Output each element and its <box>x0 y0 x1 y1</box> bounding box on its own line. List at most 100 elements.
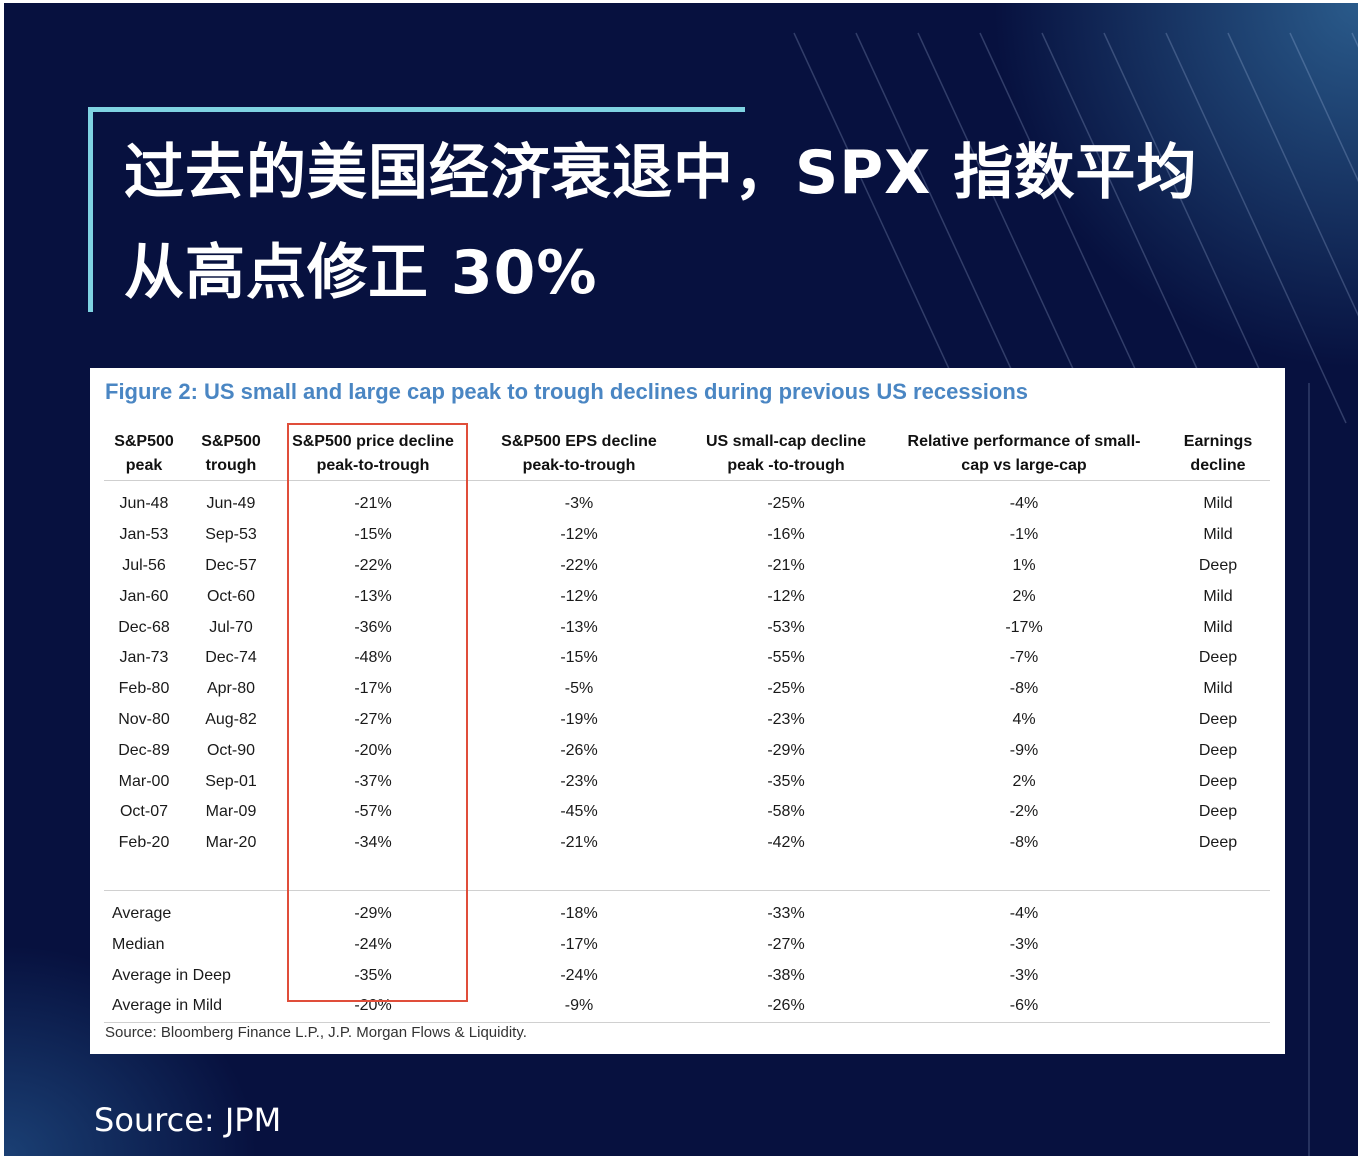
diagonal-line <box>1351 32 1358 48</box>
table-cell: Mar-00 <box>118 772 170 790</box>
table-cell: -22% <box>354 556 392 574</box>
table-cell: -25% <box>767 680 805 698</box>
column-header: S&P500 peak <box>104 428 184 481</box>
column-header-line1: Relative performance of small- <box>907 433 1141 450</box>
table-cell: -21% <box>560 834 598 852</box>
diagonal-line <box>917 32 1099 424</box>
summary-row: Average in Mild -20% -9% -26% -6% <box>104 990 1270 1023</box>
table-cell: -13% <box>560 618 598 636</box>
table-cell: -42% <box>767 834 805 852</box>
table-cell: -25% <box>767 495 805 513</box>
table-cell: Mild <box>1203 587 1233 605</box>
table-cell: -21% <box>354 495 392 513</box>
table-cell: Dec-74 <box>205 649 257 667</box>
title-frame <box>88 107 745 312</box>
table-cell: -4% <box>1009 495 1039 513</box>
summary-empty-cell <box>1166 960 1270 991</box>
table-cell: -17% <box>1005 618 1043 636</box>
diagonal-line-pattern <box>793 32 1358 1156</box>
summary-cell: -35% <box>354 966 392 984</box>
table-cell: Jan-73 <box>119 649 169 667</box>
table-row: Feb-80 Apr-80 -17% -5% -25% -8% Mild <box>104 674 1270 705</box>
table-cell: Dec-89 <box>118 741 170 759</box>
table-cell: Oct-07 <box>119 803 168 821</box>
table-row: Dec-68 Jul-70 -36% -13% -53% -17% Mild <box>104 612 1270 643</box>
column-header-line1: S&P500 EPS decline <box>501 433 657 450</box>
table-cell: Deep <box>1198 741 1238 759</box>
table-cell: -15% <box>560 649 598 667</box>
table-cell: -1% <box>1009 526 1039 544</box>
diagonal-line <box>1103 32 1285 424</box>
table-cell: -23% <box>560 772 598 790</box>
summary-label: Average in Mild <box>104 990 278 1023</box>
table-row: Jul-56 Dec-57 -22% -22% -21% 1% Deep <box>104 551 1270 582</box>
table-cell: Deep <box>1198 710 1238 728</box>
summary-cell: -27% <box>767 935 805 953</box>
summary-empty-cell <box>1166 990 1270 1023</box>
table-cell: Deep <box>1198 834 1238 852</box>
table-cell: -2% <box>1009 803 1039 821</box>
summary-cell: -6% <box>882 990 1166 1023</box>
table-cell: Jan-53 <box>119 526 169 544</box>
table-cell: Deep <box>1198 803 1238 821</box>
summary-empty-cell <box>1166 929 1270 960</box>
table-row: Dec-89 Oct-90 -20% -26% -29% -9% Deep <box>104 735 1270 766</box>
table-cell: Sep-53 <box>205 526 257 544</box>
column-header: S&P500 trough <box>184 428 278 481</box>
table-row: Jan-60 Oct-60 -13% -12% -12% 2% Mild <box>104 581 1270 612</box>
table-cell: Deep <box>1198 649 1238 667</box>
table-cell: Oct-90 <box>206 741 255 759</box>
table-cell: Jan-60 <box>119 587 169 605</box>
column-header: US small-cap decline peak -to-trough <box>690 428 882 481</box>
summary-label: Average in Deep <box>112 966 231 984</box>
column-header-line2: peak-to-trough <box>316 457 430 474</box>
summary-cell: -4% <box>1009 904 1039 922</box>
column-header-line1: Earnings <box>1183 433 1253 450</box>
table-cell: Jun-49 <box>206 495 256 513</box>
table-row: Jan-53 Sep-53 -15% -12% -16% -1% Mild <box>104 520 1270 551</box>
table-body: Jun-48 Jun-49 -21% -3% -25% -4% Mild Jan-53 Sep-… <box>104 481 1270 1023</box>
table-cell: -53% <box>767 618 805 636</box>
table-cell: -9% <box>1009 741 1039 759</box>
table-cell: -20% <box>354 741 392 759</box>
footer-source: Source: JPM <box>94 1101 282 1139</box>
column-header-line2: peak-to-trough <box>522 457 636 474</box>
summary-empty-cell <box>1166 899 1270 930</box>
slide-title: 过去的美国经济衰退中，SPX 指数平均从高点修正 30% <box>124 138 1198 308</box>
table-cell: -3% <box>564 495 594 513</box>
table-cell: Deep <box>1198 556 1238 574</box>
table-cell: -26% <box>560 741 598 759</box>
table-cell: Mild <box>1203 680 1233 698</box>
table-cell: -15% <box>354 526 392 544</box>
summary-cell: -18% <box>560 904 598 922</box>
table-cell: Apr-80 <box>206 680 256 698</box>
column-header-line2: peak -to-trough <box>727 457 845 474</box>
summary-row: Average in Deep -35% -24% -38% -3% <box>104 960 1270 991</box>
table-cell: -22% <box>560 556 598 574</box>
table-cell: -36% <box>354 618 392 636</box>
table-cell: -23% <box>767 710 805 728</box>
table-cell: Aug-82 <box>205 710 257 728</box>
column-header-line2: peak <box>125 457 163 474</box>
table-cell: -27% <box>354 710 392 728</box>
table-cell: Mild <box>1203 618 1233 636</box>
summary-cell: -3% <box>1009 966 1039 984</box>
column-header-line1: S&P500 <box>201 433 261 450</box>
column-header-line1: S&P500 <box>114 433 174 450</box>
table-row: Feb-20 Mar-20 -34% -21% -42% -8% Deep <box>104 828 1270 859</box>
table-cell: -5% <box>564 680 594 698</box>
table-cell: -12% <box>767 587 805 605</box>
table-cell: -29% <box>767 741 805 759</box>
figure-source: Source: Bloomberg Finance L.P., J.P. Mor… <box>105 1024 527 1041</box>
column-header-line2: cap vs large-cap <box>961 457 1087 474</box>
diagonal-line <box>793 32 975 424</box>
table-cell: -58% <box>767 803 805 821</box>
summary-cell: -17% <box>560 935 598 953</box>
summary-cell: -3% <box>1009 935 1039 953</box>
table-cell: -8% <box>1009 680 1039 698</box>
table-cell: Dec-68 <box>118 618 170 636</box>
table-cell: -8% <box>1009 834 1039 852</box>
table-cell: -37% <box>354 772 392 790</box>
slide: 过去的美国经济衰退中，SPX 指数平均从高点修正 30% Figure 2: U… <box>4 3 1358 1156</box>
diagonal-line <box>1289 32 1358 183</box>
